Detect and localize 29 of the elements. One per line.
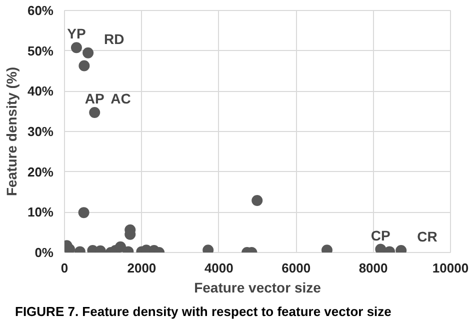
annotation: CP [370, 227, 390, 244]
point [64, 244, 76, 252]
x-tick-label: 6000 [282, 260, 311, 276]
annotation: CR [417, 228, 438, 244]
x-tick-label: 8000 [358, 260, 388, 276]
point [252, 194, 263, 206]
y-tick-label: 0% [34, 245, 54, 260]
y-tick-label: 20% [27, 164, 54, 180]
annotation: YP [67, 26, 86, 42]
x-tick-label: 0 [60, 260, 68, 276]
point [375, 244, 386, 252]
x-axis-title: Feature vector size [194, 280, 322, 296]
point [70, 42, 82, 54]
caption: FIGURE 7. Feature density with respect to feature vector size [15, 303, 392, 321]
point [89, 107, 100, 118]
x-tick-label: 2000 [127, 260, 156, 276]
x-tick-label: 4000 [204, 260, 234, 276]
y-tick-label: 40% [27, 84, 54, 99]
y-tick-label: 10% [27, 204, 54, 220]
y-tick-label: 60% [27, 3, 54, 18]
point [82, 47, 94, 58]
y-tick-label: 50% [27, 43, 54, 58]
annotation: AC [110, 90, 131, 107]
y-axis-title: Feature density (%) [3, 66, 20, 196]
annotation: AP [84, 90, 104, 107]
annotation: RD [104, 30, 124, 47]
point [78, 60, 90, 72]
x-tick-label: 10000 [432, 260, 469, 276]
y-tick-label: 30% [27, 124, 54, 139]
